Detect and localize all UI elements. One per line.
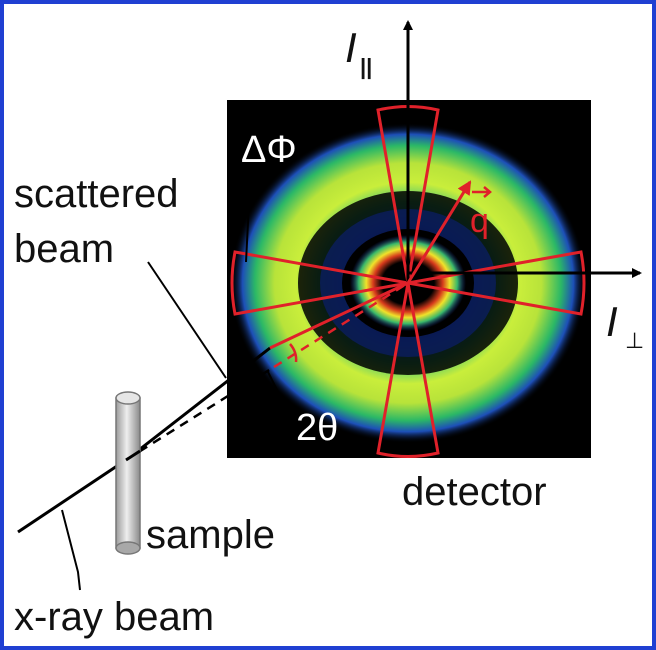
q-vector (406, 180, 472, 284)
sample-label: sample (146, 513, 275, 557)
i-parallel-label: I (345, 24, 357, 71)
i-parallel-subscript: || (360, 54, 372, 79)
scattered-label-line1: scattered (14, 172, 179, 216)
i-perp-subscript: ⊥ (625, 328, 644, 353)
two-theta-label: 2θ (296, 407, 338, 449)
xray-beam-label: x-ray beam (14, 595, 214, 639)
detector-label: detector (402, 470, 547, 514)
scattered-label-line2: beam (14, 227, 114, 271)
i-perp-label: I (606, 298, 618, 345)
q-vector-arrow-icon (472, 186, 492, 198)
sample-cylinder (115, 391, 141, 555)
scattered-beam (125, 281, 409, 462)
xray-beam (17, 365, 275, 534)
q-vector-label: q (470, 202, 489, 240)
leader-lines (61, 167, 291, 591)
delta-phi-label: ΔΦ (241, 129, 297, 171)
